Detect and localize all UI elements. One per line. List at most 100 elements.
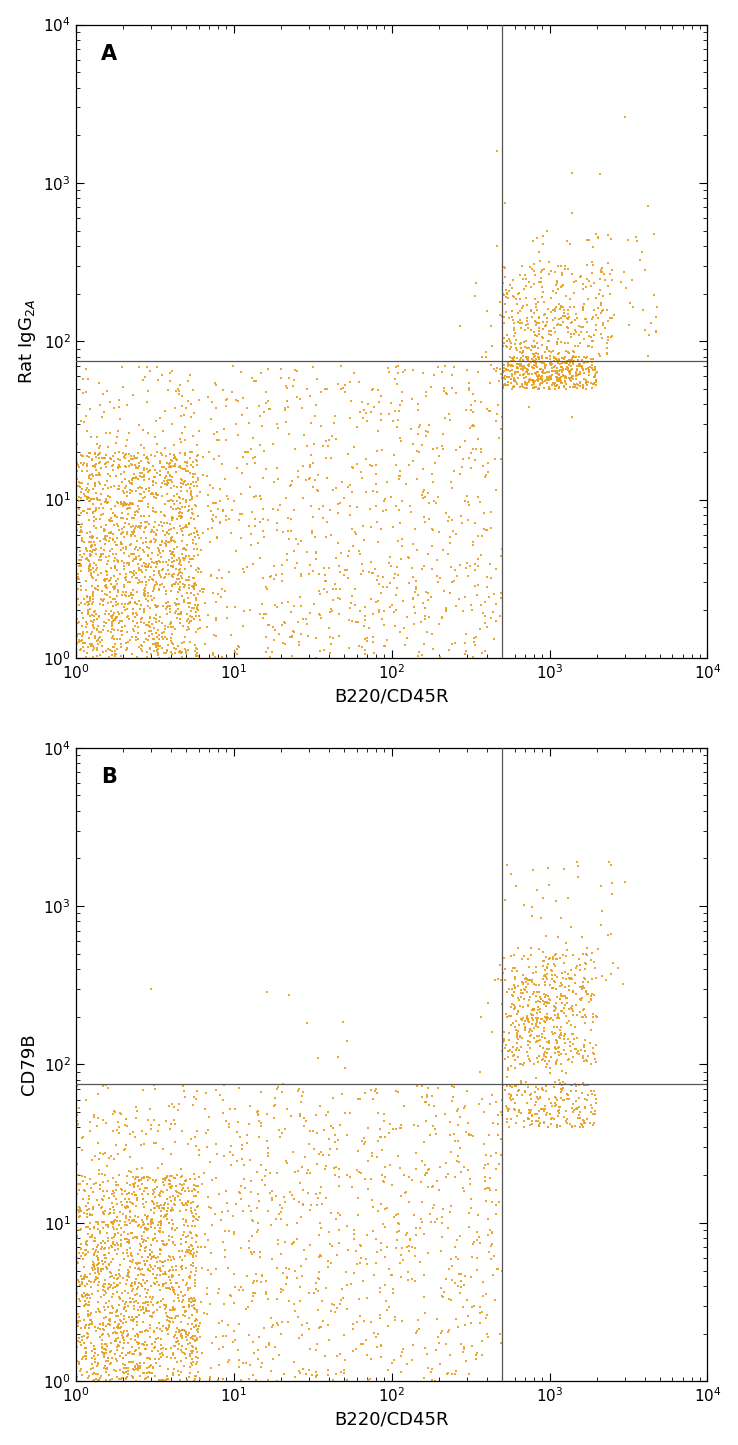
Point	[562, 1048, 574, 1071]
Point	[519, 1013, 531, 1036]
Point	[502, 351, 514, 374]
Point	[221, 607, 233, 630]
Point	[154, 533, 165, 556]
Point	[557, 296, 569, 319]
Point	[107, 1212, 119, 1235]
Point	[171, 1327, 183, 1350]
Point	[483, 1241, 495, 1264]
Point	[92, 488, 104, 512]
Point	[419, 510, 431, 533]
Point	[116, 610, 128, 633]
Point	[567, 1003, 579, 1026]
Point	[182, 603, 193, 626]
Point	[140, 1299, 152, 1322]
Point	[515, 357, 527, 380]
Point	[100, 451, 112, 474]
Point	[577, 376, 589, 399]
Point	[567, 1023, 579, 1046]
Point	[106, 1227, 118, 1250]
Point	[184, 545, 196, 568]
Point	[368, 480, 379, 503]
Point	[235, 1368, 246, 1392]
Point	[148, 579, 159, 603]
Point	[442, 1217, 454, 1240]
Point	[396, 1341, 407, 1364]
Point	[88, 636, 100, 659]
Point	[548, 977, 559, 1000]
Point	[339, 1358, 351, 1381]
Point	[571, 364, 583, 387]
Point	[486, 1221, 497, 1244]
Point	[179, 449, 191, 473]
Point	[585, 1100, 597, 1123]
Point	[72, 1110, 83, 1133]
Point	[397, 590, 409, 613]
Point	[418, 361, 430, 384]
Point	[559, 370, 571, 393]
Point	[117, 1360, 128, 1383]
Point	[124, 1207, 136, 1230]
Point	[161, 1364, 173, 1387]
Point	[308, 559, 320, 582]
Point	[94, 470, 106, 493]
Point	[498, 312, 510, 335]
Point	[272, 1228, 284, 1251]
Point	[88, 1172, 100, 1195]
Point	[201, 465, 213, 488]
Point	[549, 1035, 561, 1058]
Point	[74, 475, 86, 499]
Point	[442, 1361, 454, 1384]
Point	[94, 1325, 106, 1348]
Point	[226, 380, 238, 403]
Point	[444, 409, 456, 432]
Point	[501, 854, 513, 877]
Point	[153, 539, 165, 562]
Point	[175, 1256, 187, 1279]
Point	[79, 1179, 91, 1202]
Point	[150, 487, 162, 510]
Point	[134, 462, 146, 486]
Point	[536, 259, 548, 282]
Point	[362, 1116, 374, 1139]
Point	[167, 633, 179, 656]
Point	[105, 581, 117, 604]
Point	[167, 1185, 179, 1208]
Point	[176, 1338, 187, 1361]
Point	[171, 483, 183, 506]
Point	[148, 1108, 160, 1131]
Point	[173, 379, 184, 402]
Point	[192, 594, 204, 617]
Point	[91, 487, 103, 510]
Point	[178, 1354, 190, 1377]
Point	[590, 370, 602, 393]
Point	[182, 581, 193, 604]
Point	[590, 370, 601, 393]
Point	[136, 559, 148, 582]
Point	[487, 1263, 499, 1286]
Point	[154, 1348, 165, 1371]
Point	[553, 376, 565, 399]
Point	[268, 1094, 280, 1117]
Point	[135, 1342, 147, 1366]
Point	[190, 1314, 201, 1337]
Point	[241, 1123, 253, 1146]
Point	[523, 1010, 535, 1033]
Point	[528, 335, 540, 358]
Point	[535, 366, 547, 389]
Point	[480, 341, 492, 364]
Point	[308, 1137, 320, 1160]
Point	[151, 1230, 162, 1253]
Point	[334, 1204, 345, 1227]
Point	[75, 519, 86, 542]
Point	[549, 1042, 561, 1065]
Point	[568, 980, 579, 1003]
Point	[103, 1235, 115, 1259]
Point	[100, 582, 111, 605]
Point	[530, 348, 542, 371]
Point	[171, 1181, 183, 1204]
Point	[106, 1211, 118, 1234]
Point	[180, 1199, 192, 1222]
Point	[159, 1316, 171, 1340]
Point	[132, 514, 144, 538]
Point	[589, 1084, 601, 1107]
